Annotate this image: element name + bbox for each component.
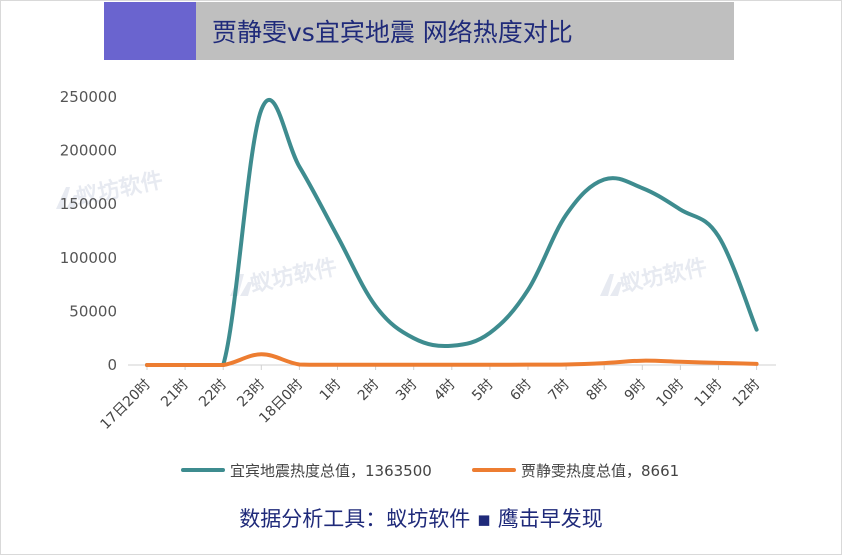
series-line-0 xyxy=(147,100,757,365)
y-tick-label: 200000 xyxy=(60,142,117,160)
y-tick-label: 0 xyxy=(107,356,117,374)
x-tick-label: 7时 xyxy=(545,377,573,405)
y-tick-label: 100000 xyxy=(60,249,117,267)
x-tick-label: 4时 xyxy=(431,377,459,405)
watermark-2: 蚁坊软件 xyxy=(600,254,709,298)
x-tick-label: 1时 xyxy=(317,377,345,405)
x-tick-label: 22时 xyxy=(196,377,230,411)
watermark-1: 蚁坊软件 xyxy=(230,254,339,298)
legend-label: 贾静雯热度总值，8661 xyxy=(521,462,679,480)
x-tick-label: 10时 xyxy=(653,377,687,411)
x-tick-label: 11时 xyxy=(692,377,726,411)
x-tick-label: 12时 xyxy=(730,377,764,411)
x-tick-label: 6时 xyxy=(507,377,535,405)
legend-label: 宜宾地震热度总值，1363500 xyxy=(230,462,432,480)
x-tick-label: 5时 xyxy=(469,377,497,405)
y-tick-label: 250000 xyxy=(60,88,117,106)
y-tick-label: 150000 xyxy=(60,195,117,213)
series-line-1 xyxy=(147,354,757,365)
x-tick-label: 23时 xyxy=(234,377,268,411)
footer-credit: 数据分析工具：蚁坊软件 ▪ 鹰击早发现 xyxy=(0,503,842,533)
x-tick-label: 8时 xyxy=(584,377,612,405)
svg-text:蚁坊软件: 蚁坊软件 xyxy=(618,254,709,298)
x-tick-label: 2时 xyxy=(355,377,383,405)
x-tick-label: 21时 xyxy=(158,377,192,411)
x-tick-label: 9时 xyxy=(622,377,650,405)
x-tick-label: 3时 xyxy=(393,377,421,405)
y-tick-label: 50000 xyxy=(69,302,117,320)
x-tick-label: 17日20时 xyxy=(98,377,154,433)
svg-text:蚁坊软件: 蚁坊软件 xyxy=(248,254,339,298)
